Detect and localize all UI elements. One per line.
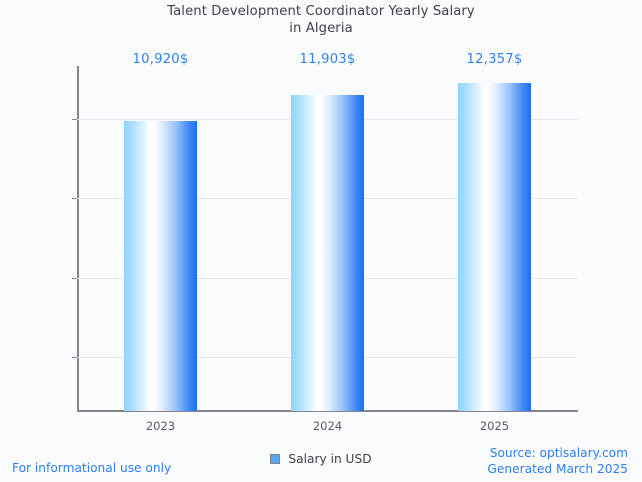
- tick-mark-9000: [72, 198, 77, 199]
- bar-2025[interactable]: [458, 83, 531, 411]
- bar-2023[interactable]: [124, 121, 197, 411]
- tick-mark-3000: [72, 357, 77, 358]
- chart-title-line-1: Talent Development Coordinator Yearly Sa…: [167, 4, 475, 19]
- legend-swatch-icon: [270, 454, 281, 464]
- chart-legend: Salary in USD: [0, 452, 642, 466]
- tick-mark-12000: [72, 119, 77, 120]
- tick-mark-6000: [72, 278, 77, 279]
- legend-item-label: Salary in USD: [288, 452, 372, 466]
- plot-area: 12000 9000 6000 3000: [72, 66, 578, 411]
- page-title: Talent Development Coordinator Yearly Sa…: [0, 3, 642, 37]
- bar-value-label-2023: 10,920$: [132, 52, 189, 67]
- bar-value-label-2025: 12,357$: [466, 52, 523, 67]
- chart-title-line-2: in Algeria: [289, 21, 353, 36]
- source-block: Source: optisalary.com Generated March 2…: [487, 446, 628, 477]
- generated-text: Generated March 2025: [487, 461, 628, 476]
- x-tick-label-2023: 2023: [145, 419, 176, 433]
- y-axis-line: [77, 66, 79, 411]
- disclaimer-text: For informational use only: [12, 461, 172, 475]
- bar-2024[interactable]: [291, 95, 364, 411]
- source-text: Source: optisalary.com: [489, 446, 628, 460]
- bar-value-label-2024: 11,903$: [299, 52, 356, 67]
- x-tick-label-2025: 2025: [479, 419, 510, 433]
- x-tick-label-2024: 2024: [312, 419, 343, 433]
